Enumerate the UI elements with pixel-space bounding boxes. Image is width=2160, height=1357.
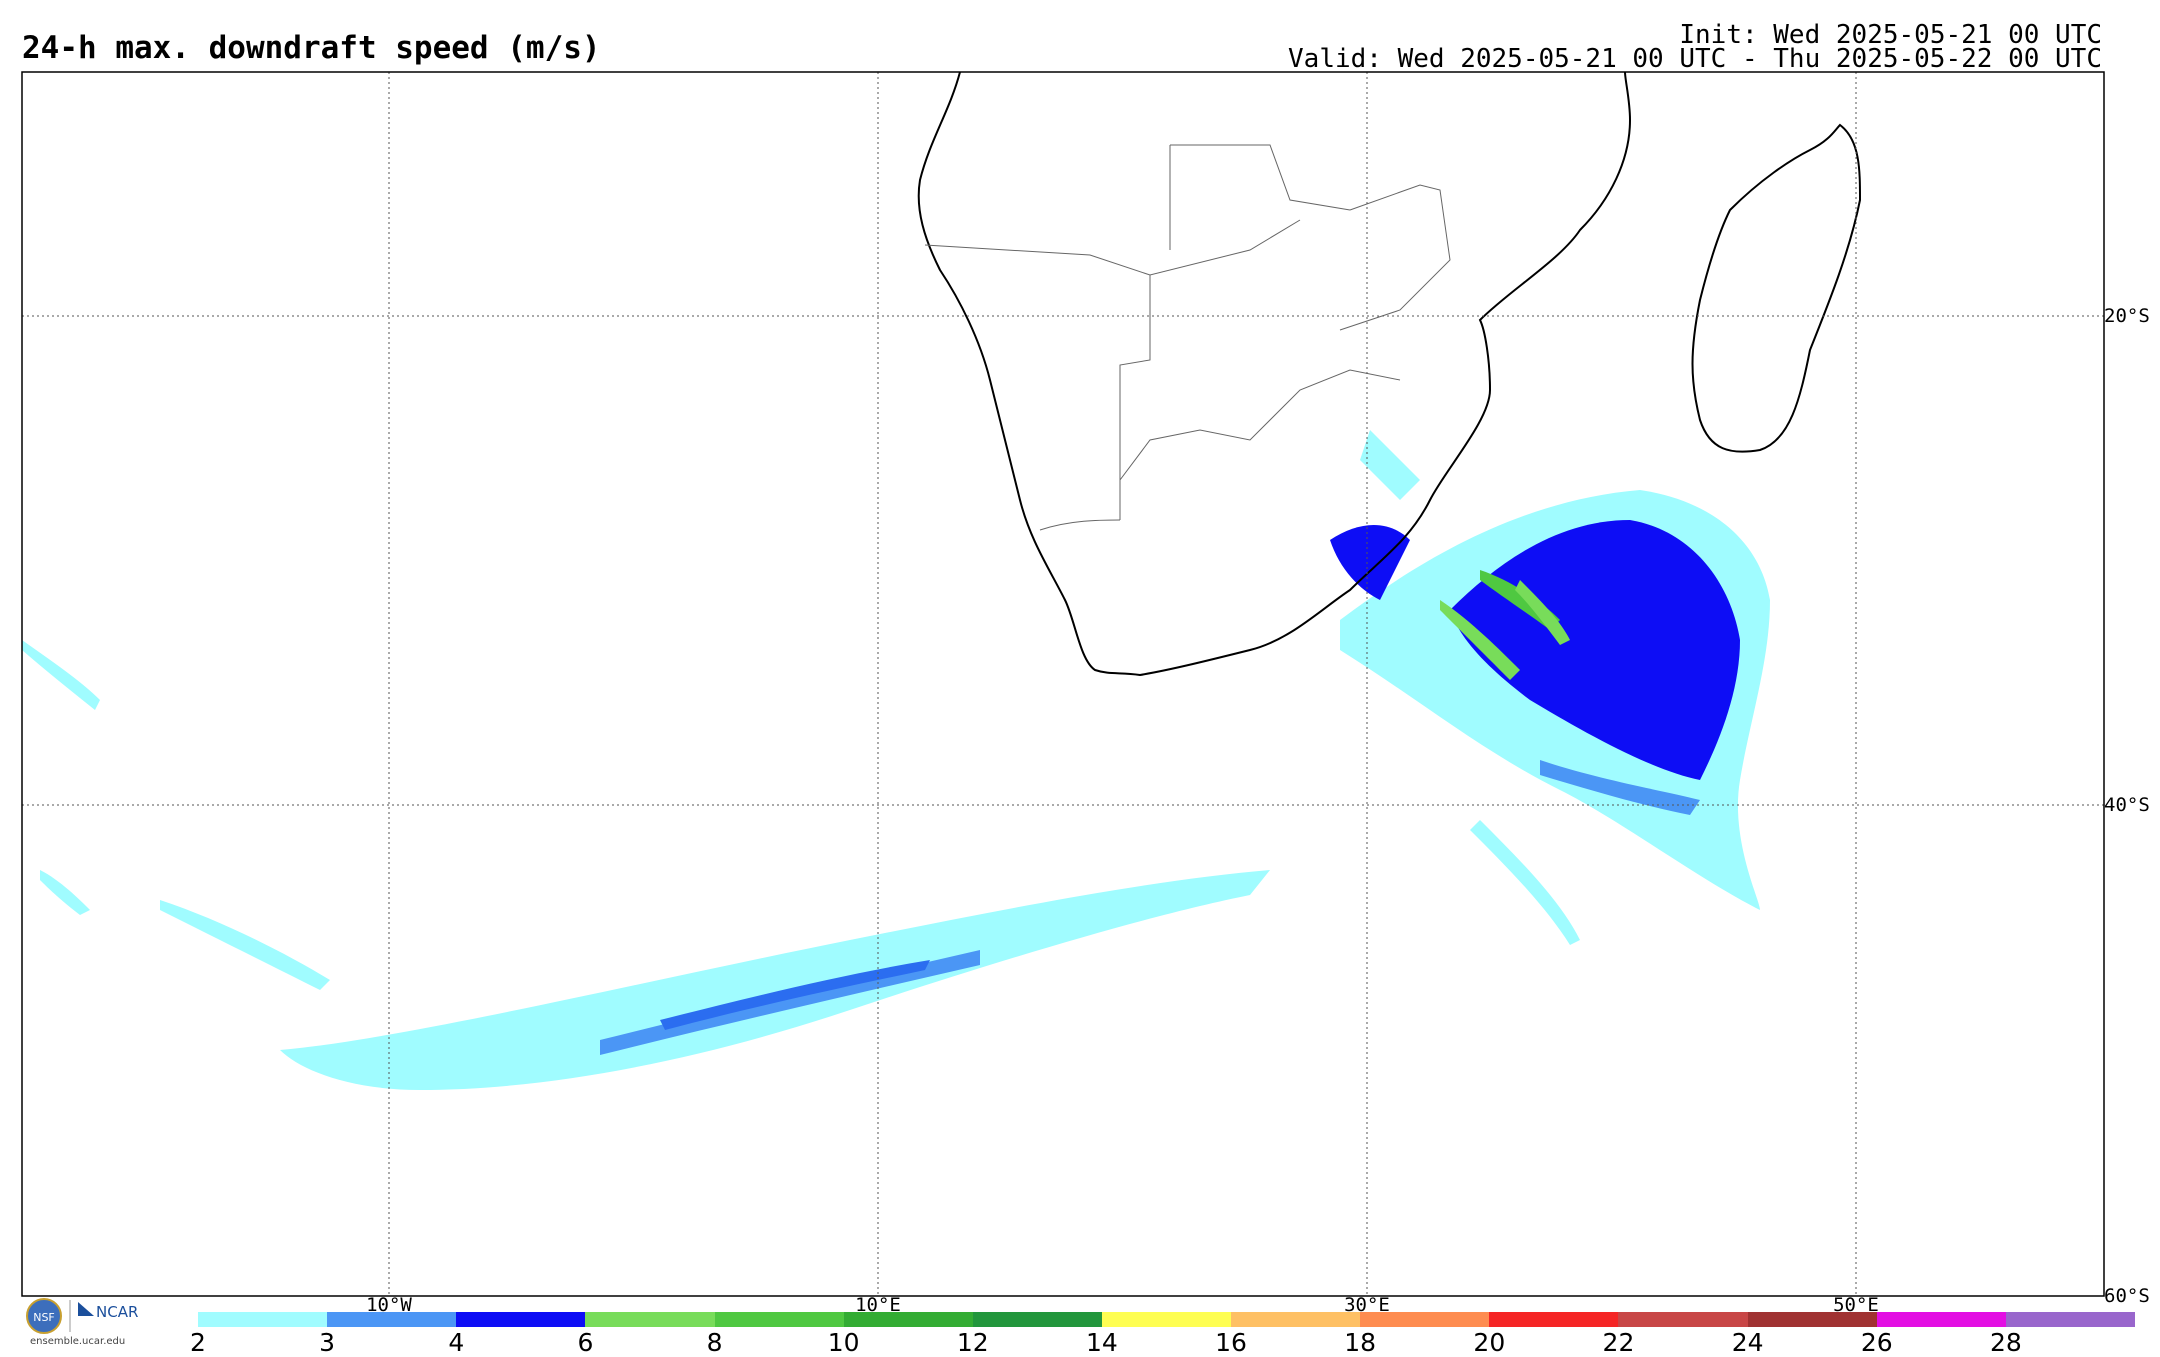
- colorbar-segment: [1231, 1312, 1361, 1327]
- graticule: [22, 72, 2104, 1296]
- downdraft-swath-south: [22, 640, 1270, 1090]
- init-time: Init: Wed 2025-05-21 00 UTC: [1679, 20, 2102, 50]
- nsf-text: NSF: [33, 1311, 55, 1324]
- lon-label-50e: 50°E: [1833, 1294, 1879, 1316]
- colorbar-tick-label: 4: [448, 1328, 465, 1357]
- lon-label-30e: 30°E: [1344, 1294, 1390, 1316]
- colorbar-tick-label: 26: [1860, 1328, 1893, 1357]
- lat-label-20s: 20°S: [2104, 305, 2150, 327]
- colorbar-segment: [714, 1312, 845, 1327]
- colorbar-segment: [1489, 1312, 1619, 1327]
- colorbar-tick-label: 14: [1086, 1328, 1118, 1357]
- colorbar-tick-label: 3: [319, 1328, 336, 1357]
- coastline: [917, 72, 1862, 677]
- colorbar-tick-label: 16: [1215, 1328, 1247, 1357]
- colorbar-tick-label: 20: [1473, 1328, 1506, 1357]
- map-frame: [21, 71, 2105, 1297]
- lon-label-10w: 10°W: [366, 1294, 412, 1316]
- colorbar-segment: [2005, 1312, 2136, 1327]
- nsf-ncar-logo: NSF: [26, 1298, 94, 1334]
- colorbar-segment: [327, 1312, 457, 1327]
- colorbar-segment: [198, 1312, 328, 1327]
- colorbar-tick-label: 10: [827, 1328, 860, 1357]
- ncar-mark-icon: [78, 1302, 94, 1316]
- map-title: 24-h max. downdraft speed (m/s): [22, 30, 601, 66]
- nsf-seal-icon: [26, 1298, 62, 1334]
- colorbar-segment: [1747, 1312, 1878, 1327]
- colorbar-tick-label: 12: [956, 1328, 989, 1357]
- country-borders: [924, 144, 1451, 531]
- colorbar-tick-label: 18: [1344, 1328, 1377, 1357]
- colorbar-tick-label: 6: [577, 1328, 594, 1357]
- colorbar-tick-label: 24: [1731, 1328, 1764, 1357]
- valid-time: Valid: Wed 2025-05-21 00 UTC - Thu 2025-…: [1288, 44, 2102, 74]
- colorbar-segment: [1876, 1312, 2007, 1327]
- lat-label-60s: 60°S: [2104, 1285, 2150, 1307]
- ensemble-url: ensemble.ucar.edu: [30, 1336, 126, 1347]
- colorbar-tick-label: 8: [706, 1328, 723, 1357]
- colorbar-segment: [585, 1312, 716, 1327]
- colorbar-segment: [972, 1312, 1103, 1327]
- lat-label-40s: 40°S: [2104, 794, 2150, 816]
- colorbar-tick-label: 28: [1989, 1328, 2022, 1357]
- colorbar-segment: [456, 1312, 586, 1327]
- ncar-label: NCAR: [96, 1303, 139, 1321]
- downdraft-swath-east: [1330, 430, 1770, 945]
- lon-label-10e: 10°E: [855, 1294, 901, 1316]
- colorbar-tick-label: 22: [1602, 1328, 1635, 1357]
- colorbar-segment: [1618, 1312, 1749, 1327]
- colorbar-segment: [1360, 1312, 1490, 1327]
- colorbar-segment: [843, 1312, 974, 1327]
- colorbar-tick-label: 2: [190, 1328, 206, 1357]
- colorbar-segment: [1101, 1312, 1232, 1327]
